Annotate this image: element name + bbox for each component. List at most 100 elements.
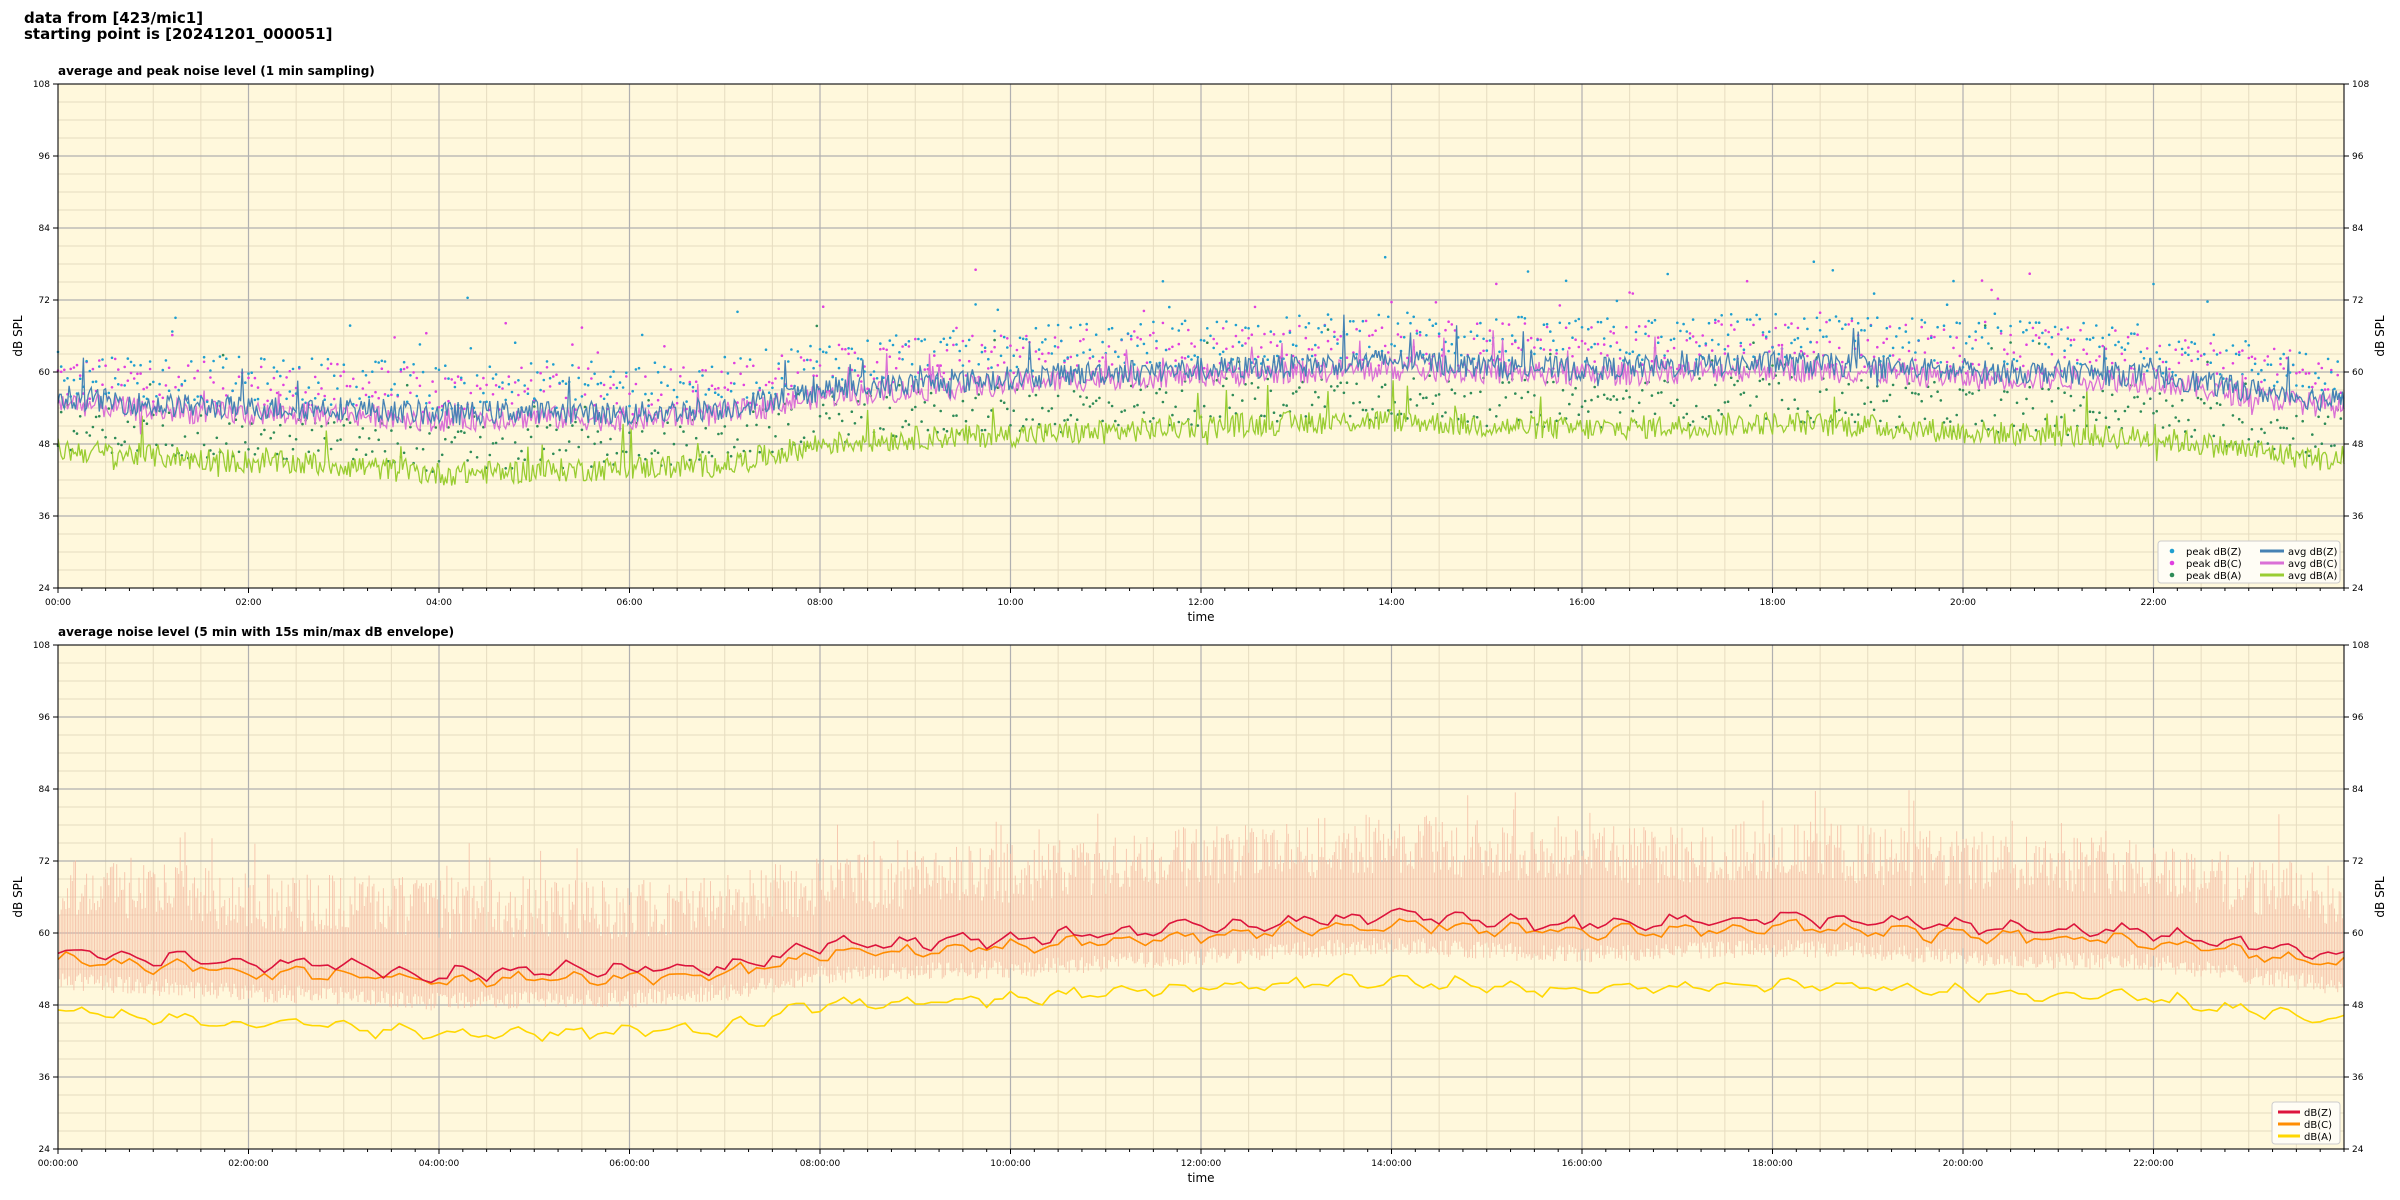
peak-point: [1336, 338, 1339, 341]
peak-point: [1282, 403, 1285, 407]
peak-point: [1561, 347, 1565, 351]
peak-point: [1291, 354, 1295, 358]
peak-point: [2079, 362, 2082, 366]
peak-point: [1917, 393, 1920, 396]
peak-point: [1822, 335, 1825, 339]
peak-point: [1729, 376, 1733, 380]
peak-point: [1523, 378, 1527, 382]
peak-point: [1225, 377, 1228, 380]
peak-point: [850, 410, 854, 414]
peak-point: [101, 383, 104, 387]
peak-point: [72, 378, 76, 382]
peak-point: [1377, 313, 1381, 317]
peak-point: [504, 321, 508, 325]
peak-point: [2206, 300, 2209, 303]
peak-point: [1304, 415, 1308, 418]
peak-point: [1418, 392, 1422, 396]
peak-point: [812, 366, 815, 370]
peak-point: [1752, 323, 1755, 327]
peak-point: [1599, 320, 1603, 324]
peak-point: [1926, 337, 1930, 341]
peak-point: [1545, 322, 1549, 326]
peak-point: [1663, 354, 1666, 357]
peak-point: [628, 431, 631, 435]
peak-point: [691, 385, 695, 389]
peak-point: [1469, 330, 1473, 334]
peak-point: [209, 449, 212, 452]
peak-point: [1155, 346, 1158, 350]
peak-point: [421, 370, 425, 374]
peak-point: [269, 436, 273, 440]
peak-point: [1676, 398, 1679, 402]
peak-point: [650, 403, 653, 406]
peak-point: [2130, 332, 2133, 335]
peak-point: [2276, 418, 2279, 422]
peak-point: [1479, 390, 1482, 394]
peak-point: [1234, 323, 1238, 327]
peak-point: [733, 445, 736, 449]
peak-point: [98, 414, 101, 418]
peak-point: [345, 384, 349, 388]
peak-point: [1882, 399, 1885, 403]
peak-point: [142, 395, 145, 398]
peak-point: [310, 428, 314, 432]
peak-point: [771, 450, 774, 454]
peak-point: [1107, 327, 1111, 331]
peak-point: [2034, 334, 2038, 337]
peak-point: [2320, 366, 2324, 370]
peak-point: [418, 343, 422, 346]
peak-point: [1615, 341, 1619, 344]
peak-point: [1450, 323, 1454, 326]
peak-point: [1571, 393, 1574, 396]
x-tick-label: 16:00: [1569, 598, 1595, 608]
legend-marker: [2169, 548, 2175, 554]
peak-point: [2218, 403, 2222, 407]
peak-point: [2082, 321, 2085, 325]
peak-point: [2152, 411, 2155, 415]
peak-point: [355, 404, 358, 407]
peak-point: [399, 368, 403, 371]
header-start: starting point is [20241201_000051]: [24, 25, 333, 43]
peak-point: [628, 404, 631, 408]
peak-point: [275, 452, 279, 456]
peak-point: [1193, 354, 1196, 357]
peak-point: [1021, 346, 1025, 350]
peak-point: [2190, 435, 2193, 438]
peak-point: [2203, 401, 2206, 405]
peak-point: [987, 415, 990, 419]
peak-point: [682, 382, 685, 385]
peak-point: [1415, 332, 1419, 335]
peak-point: [326, 367, 330, 370]
peak-point: [1142, 411, 1146, 414]
peak-point: [59, 370, 63, 374]
peak-point: [2203, 353, 2206, 356]
peak-point: [1377, 395, 1381, 398]
peak-point: [571, 364, 574, 367]
peak-point: [1574, 319, 1577, 323]
peak-point: [110, 386, 114, 389]
peak-point: [2012, 424, 2016, 428]
peak-point: [1729, 323, 1733, 327]
peak-point: [2333, 387, 2336, 391]
x-tick-label: 08:00:00: [800, 1159, 841, 1169]
peak-point: [1133, 405, 1136, 408]
peak-point: [2295, 414, 2298, 418]
peak-point: [602, 460, 606, 463]
peak-point: [2326, 388, 2330, 391]
peak-point: [1749, 343, 1752, 346]
peak-point: [221, 366, 225, 369]
peak-point: [288, 390, 292, 393]
peak-point: [1844, 411, 1847, 415]
peak-point: [1644, 332, 1647, 336]
peak-point: [1939, 399, 1943, 402]
peak-point: [1695, 341, 1698, 344]
peak-point: [2187, 353, 2190, 357]
peak-point: [888, 339, 892, 342]
peak-point: [431, 407, 434, 410]
peak-point: [1225, 347, 1228, 351]
peak-point: [1133, 330, 1136, 333]
peak-point: [1437, 393, 1441, 396]
peak-point: [1383, 344, 1387, 348]
peak-point: [523, 390, 526, 393]
peak-point: [2057, 387, 2060, 390]
